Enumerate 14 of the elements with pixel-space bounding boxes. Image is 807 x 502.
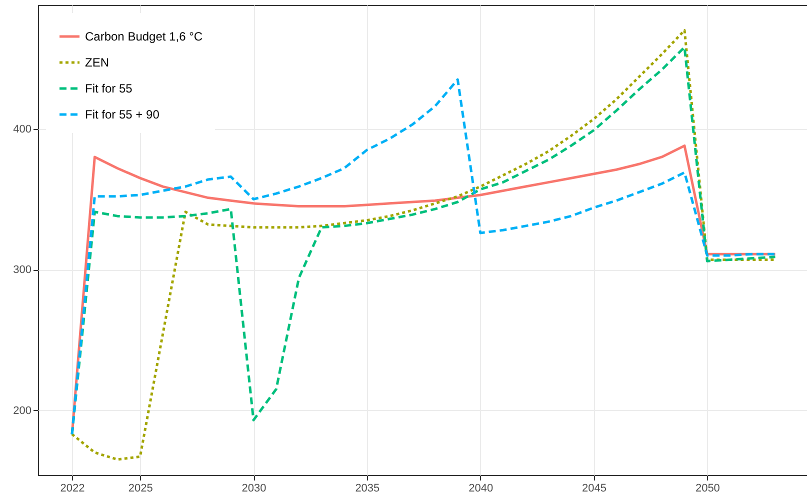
legend-label: Fit for 55 [85,82,133,96]
x-tick-label: 2022 [60,482,85,494]
legend-label: ZEN [85,56,109,70]
x-tick-label: 2035 [355,482,380,494]
x-tick-label: 2040 [468,482,494,494]
y-tick-label: 400 [13,123,32,136]
legend-label: Carbon Budget 1,6 °C [85,30,203,44]
x-tick-label: 2030 [242,482,266,494]
y-tick-label: 300 [13,264,32,276]
y-tick-label: 200 [13,404,32,417]
legend-label: Fit for 55 + 90 [85,108,160,122]
x-tick-label: 2045 [582,482,607,494]
x-tick-label: 2050 [695,482,720,494]
x-tick-label: 2025 [128,482,153,494]
